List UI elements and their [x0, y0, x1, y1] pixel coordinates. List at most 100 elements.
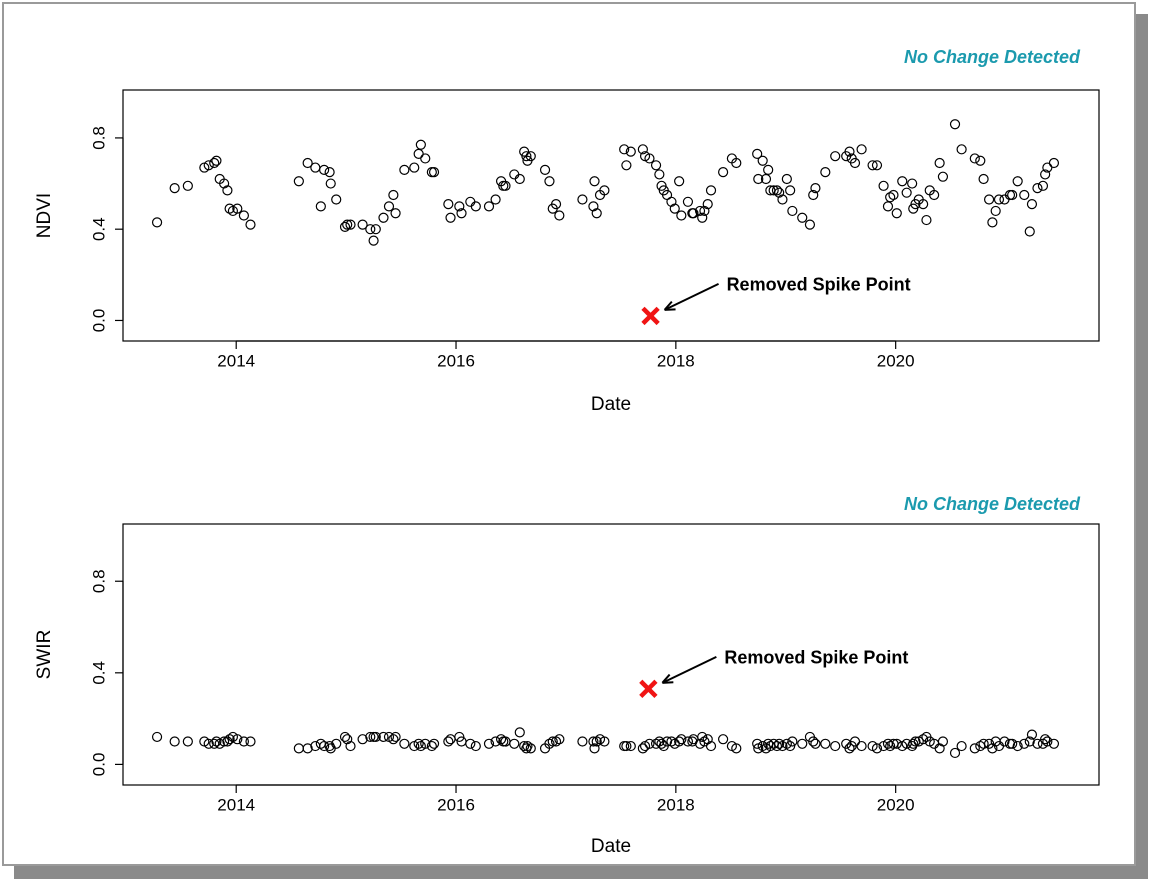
point	[781, 173, 792, 185]
point	[1007, 738, 1018, 749]
point	[454, 201, 465, 212]
spike-point	[639, 679, 658, 699]
point	[718, 734, 729, 745]
point	[383, 201, 395, 212]
point	[591, 736, 602, 747]
point	[522, 740, 533, 752]
annotation-arrow	[661, 655, 717, 684]
point	[785, 185, 796, 196]
point	[245, 219, 256, 230]
point	[637, 144, 648, 155]
point	[771, 185, 783, 196]
point	[969, 153, 980, 164]
point	[588, 201, 599, 212]
point	[331, 194, 342, 205]
point	[325, 178, 336, 189]
point	[589, 743, 600, 754]
point	[757, 740, 768, 752]
point	[787, 736, 798, 747]
point	[539, 164, 551, 175]
point	[871, 743, 883, 754]
point	[682, 736, 694, 747]
point	[1012, 176, 1023, 187]
status-title: No Change Detected	[904, 494, 1081, 514]
point	[470, 740, 481, 752]
point	[908, 203, 919, 214]
point	[787, 205, 798, 217]
point	[1007, 189, 1018, 201]
point	[428, 167, 440, 178]
status-title: No Change Detected	[904, 47, 1081, 67]
point	[731, 157, 742, 169]
point	[731, 743, 742, 754]
point	[666, 736, 677, 747]
point	[993, 194, 1005, 205]
point	[357, 734, 368, 745]
point	[331, 738, 342, 749]
point	[644, 153, 655, 164]
point	[547, 736, 558, 747]
point	[856, 740, 867, 752]
point	[454, 731, 465, 743]
point	[525, 151, 536, 162]
point	[245, 736, 256, 747]
x-tick-label: 2014	[217, 795, 255, 814]
point	[588, 736, 599, 747]
point	[650, 738, 662, 749]
annotation-label: Removed Spike Point	[727, 275, 911, 295]
point	[694, 205, 706, 217]
point	[591, 208, 602, 219]
point	[718, 167, 729, 178]
point	[413, 738, 424, 749]
point	[978, 173, 989, 185]
point	[910, 736, 921, 747]
point	[577, 736, 588, 747]
point	[666, 196, 677, 207]
point	[1024, 226, 1035, 237]
point	[409, 162, 420, 173]
point	[1026, 198, 1038, 210]
point	[151, 731, 163, 743]
point	[420, 153, 431, 164]
point	[209, 157, 220, 169]
point	[388, 189, 399, 201]
point	[1042, 736, 1053, 747]
point	[169, 183, 180, 194]
point	[490, 736, 501, 747]
point	[378, 212, 389, 223]
point	[804, 219, 816, 230]
point	[921, 214, 932, 226]
x-tick-label: 2016	[437, 795, 475, 814]
point	[763, 164, 774, 175]
y-tick-label: 0.4	[89, 217, 108, 241]
point	[830, 740, 841, 752]
point	[897, 176, 908, 187]
point	[370, 731, 381, 743]
point	[324, 167, 335, 178]
point	[554, 210, 565, 221]
point	[978, 738, 989, 749]
point	[650, 160, 662, 171]
point	[676, 210, 687, 221]
point	[465, 738, 476, 749]
point	[990, 205, 1001, 217]
point	[319, 164, 330, 175]
arrow-head	[663, 300, 676, 311]
point	[771, 740, 783, 752]
point	[521, 151, 532, 162]
point	[676, 734, 687, 745]
point	[688, 208, 699, 219]
point	[182, 736, 193, 747]
point	[521, 743, 532, 754]
point	[222, 185, 233, 196]
point	[599, 736, 610, 747]
point	[774, 738, 785, 749]
point	[519, 740, 530, 752]
point	[644, 738, 655, 749]
point	[1026, 729, 1038, 740]
point	[983, 194, 995, 205]
point	[1032, 738, 1043, 749]
y-axis-title: SWIR	[34, 630, 55, 680]
